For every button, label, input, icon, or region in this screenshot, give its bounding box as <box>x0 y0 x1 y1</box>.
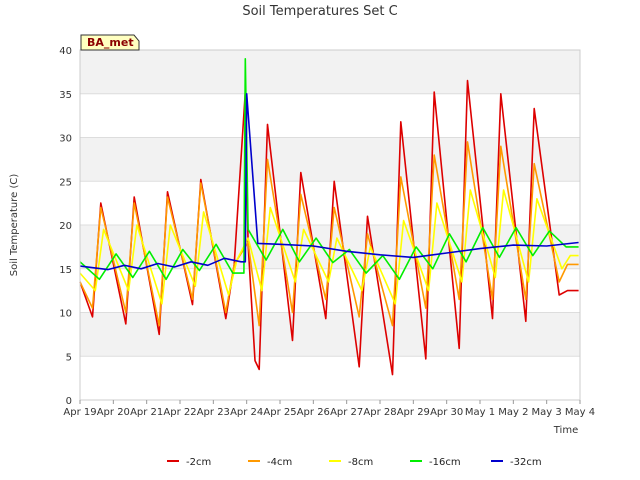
y-tick-label: 25 <box>59 177 72 188</box>
legend-item--4cm: -4cm <box>248 457 292 468</box>
legend-label: -16cm <box>429 457 461 468</box>
x-tick-label: Apr 19 <box>63 407 96 418</box>
x-tick-label: Apr 30 <box>430 407 463 418</box>
y-band <box>80 50 580 94</box>
legend-label: -8cm <box>348 457 373 468</box>
legend-label: -2cm <box>186 457 211 468</box>
x-tick-label: May 2 <box>498 407 528 418</box>
station-badge-label: BA_met <box>87 36 134 49</box>
plot-lines <box>79 57 579 376</box>
x-axis-title: Time <box>553 425 578 436</box>
x-tick-label: May 4 <box>565 407 595 418</box>
x-tick-label: Apr 23 <box>197 407 230 418</box>
y-tick-label: 35 <box>59 90 72 101</box>
legend-item--8cm: -8cm <box>329 457 373 468</box>
series-line--4cm <box>79 141 579 327</box>
y-tick-label: 20 <box>59 221 72 232</box>
x-tick-label: Apr 28 <box>363 407 396 418</box>
y-tick-label: 30 <box>59 134 72 145</box>
x-tick-label: May 3 <box>532 407 562 418</box>
y-axis-ticks: 0 5 10 15 20 25 30 35 40 <box>59 46 72 407</box>
y-tick-label: 5 <box>66 352 72 363</box>
plot-frame <box>79 49 581 401</box>
legend-item--2cm: -2cm <box>167 457 211 468</box>
y-tick-label: 0 <box>66 396 72 407</box>
y-band <box>80 312 580 357</box>
x-axis-ticks: Apr 19 Apr 20 Apr 21 Apr 22 Apr 23 Apr 24 Apr … <box>63 400 595 418</box>
legend-label: -32cm <box>510 457 542 468</box>
x-tick-label: Apr 21 <box>130 407 163 418</box>
y-tick-label: 10 <box>59 309 72 320</box>
y-band <box>80 137 580 182</box>
station-badge: BA_met <box>80 34 140 51</box>
x-tick-label: Apr 24 <box>230 407 263 418</box>
chart-title: Soil Temperatures Set C <box>242 4 397 19</box>
y-tick-label: 40 <box>59 46 72 57</box>
x-tick-label: Apr 25 <box>263 407 296 418</box>
x-tick-label: Apr 22 <box>163 407 196 418</box>
x-tick-label: Apr 20 <box>97 407 130 418</box>
y-axis-title: Soil Temperature (C) <box>9 174 20 277</box>
legend-item--32cm: -32cm <box>491 457 542 468</box>
legend-item--16cm: -16cm <box>410 457 461 468</box>
legend: -2cm -4cm -8cm -16cm -32cm <box>167 457 542 468</box>
x-tick-label: Apr 26 <box>297 407 330 418</box>
y-tick-label: 15 <box>59 265 72 276</box>
series-line--32cm <box>79 93 579 271</box>
legend-label: -4cm <box>267 457 292 468</box>
x-tick-label: May 1 <box>465 407 495 418</box>
x-tick-label: Apr 27 <box>330 407 363 418</box>
x-tick-label: Apr 29 <box>397 407 430 418</box>
